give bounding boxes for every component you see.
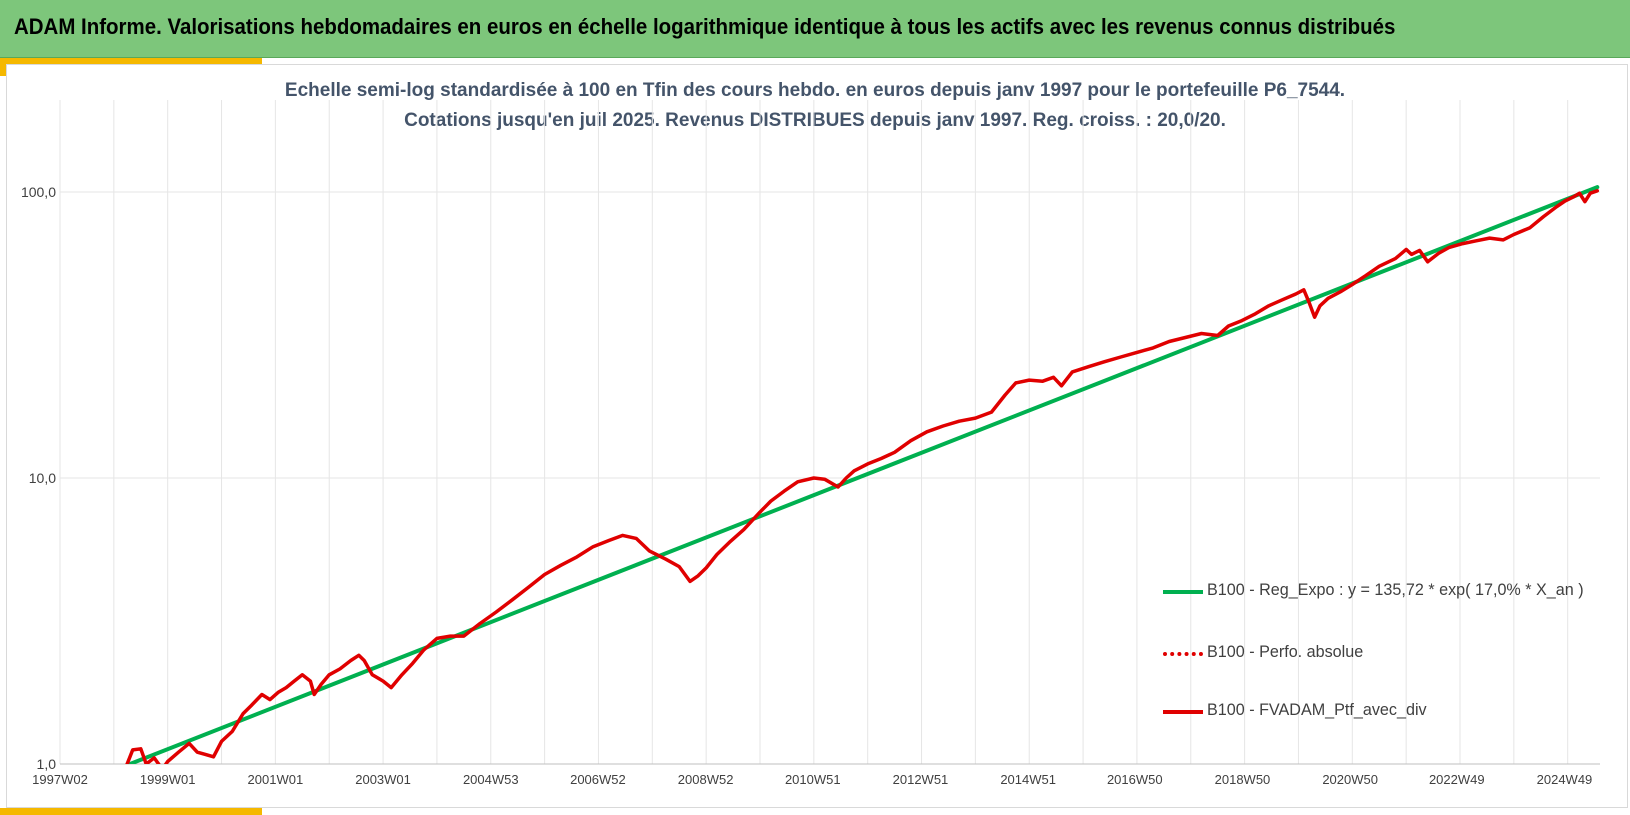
x-tick-label: 2018W50 bbox=[1215, 772, 1271, 787]
x-tick-label: 2012W51 bbox=[893, 772, 949, 787]
x-tick-label: 2022W49 bbox=[1429, 772, 1485, 787]
x-tick-label: 2010W51 bbox=[785, 772, 841, 787]
accent-bar-bottom bbox=[0, 808, 262, 815]
series-portfolio-line bbox=[125, 189, 1600, 764]
y-tick-label: 100,0 bbox=[21, 184, 56, 200]
x-tick-label: 1999W01 bbox=[140, 772, 196, 787]
chart-subtitle: Cotations jusqu'en juil 2025. Revenus DI… bbox=[404, 110, 1226, 131]
x-tick-label: 2008W52 bbox=[678, 772, 734, 787]
legend-entry-regression: B100 - Reg_Expo : y = 135,72 * exp( 17,0… bbox=[1163, 580, 1603, 604]
x-tick-label: 2004W53 bbox=[463, 772, 519, 787]
accent-bar-top bbox=[0, 58, 262, 64]
x-tick-label: 2016W50 bbox=[1107, 772, 1163, 787]
header-banner: ADAM Informe. Valorisations hebdomadaire… bbox=[0, 0, 1630, 58]
x-tick-label: 2014W51 bbox=[1000, 772, 1056, 787]
x-tick-label: 1997W02 bbox=[32, 772, 88, 787]
y-tick-label: 1,0 bbox=[37, 756, 57, 772]
series-regression-line bbox=[128, 185, 1600, 764]
legend-entry-perfo-absolue: B100 - Perfo. absolue bbox=[1163, 642, 1603, 666]
legend-label-portfolio: B100 - FVADAM_Ptf_avec_div bbox=[1207, 700, 1427, 719]
legend-swatch-perfo-absolue bbox=[1163, 652, 1203, 656]
x-tick-label: 2003W01 bbox=[355, 772, 411, 787]
legend-swatch-portfolio bbox=[1163, 710, 1203, 714]
legend-entry-portfolio: B100 - FVADAM_Ptf_avec_div bbox=[1163, 700, 1603, 724]
y-tick-label: 10,0 bbox=[29, 470, 56, 486]
accent-bar-left bbox=[0, 58, 6, 76]
page-title: ADAM Informe. Valorisations hebdomadaire… bbox=[14, 14, 1396, 39]
x-tick-label: 2006W52 bbox=[570, 772, 626, 787]
legend-label-regression: B100 - Reg_Expo : y = 135,72 * exp( 17,0… bbox=[1207, 580, 1584, 599]
legend-swatch-regression bbox=[1163, 590, 1203, 594]
x-tick-label: 2020W50 bbox=[1322, 772, 1378, 787]
chart-frame bbox=[6, 64, 1628, 808]
chart-title: Echelle semi-log standardisée à 100 en T… bbox=[284, 80, 1346, 101]
legend-label-perfo-absolue: B100 - Perfo. absolue bbox=[1207, 642, 1364, 661]
x-tick-label: 2001W01 bbox=[248, 772, 304, 787]
x-tick-label: 2024W49 bbox=[1537, 772, 1593, 787]
